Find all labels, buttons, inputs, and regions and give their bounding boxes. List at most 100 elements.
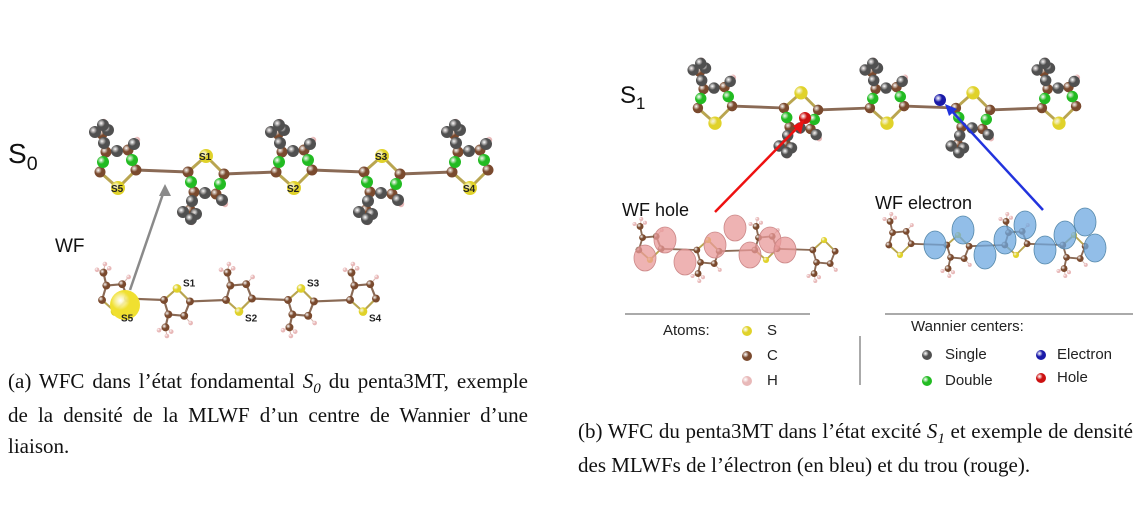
hydrogen-atom <box>701 275 706 280</box>
carbon-atom <box>182 166 194 178</box>
carbon-atom <box>164 310 173 319</box>
carbon-atom <box>276 146 288 158</box>
double-center <box>478 154 490 166</box>
hydrogen-atom <box>967 262 972 267</box>
carbon-atom <box>482 164 494 176</box>
hole-density-lobe <box>703 231 727 259</box>
hydrogen-atom <box>230 266 236 271</box>
carbon-atom <box>710 260 718 268</box>
double-center <box>214 178 226 190</box>
carbon-atom <box>1076 255 1084 263</box>
double-center <box>867 92 879 105</box>
bond <box>988 106 1044 112</box>
hydrogen-atom <box>697 279 702 283</box>
sulfur-atom <box>199 149 213 163</box>
bond <box>730 104 786 110</box>
hydrogen-atom <box>889 212 894 216</box>
carbon-atom <box>698 83 709 95</box>
carbon-atom <box>161 323 170 332</box>
double-center <box>695 92 707 105</box>
molecule-figure-a: S5 S1 S2 S3 S4 S5 S1 S2 S3 S4 <box>89 118 494 339</box>
double-center <box>980 113 992 126</box>
single-center <box>945 140 957 152</box>
carbon-atom <box>886 218 894 225</box>
single-center <box>880 82 892 94</box>
electron-center <box>934 94 946 106</box>
hole-density-lobe <box>723 214 747 242</box>
single-center <box>480 138 492 150</box>
state-label-s0: S0 <box>8 138 38 175</box>
sulfur-atom <box>896 251 904 259</box>
single-center <box>273 119 285 131</box>
state-label-s1: S1 <box>620 82 646 113</box>
electron-arrow <box>948 107 1044 211</box>
single-center <box>782 129 794 142</box>
sulfur-atom <box>234 307 244 316</box>
carbon-atom <box>1002 218 1010 225</box>
hydrogen-atom <box>893 215 898 220</box>
hydrogen-atom <box>156 327 162 333</box>
hydrogen-atom <box>188 320 193 326</box>
hole-density-lobe <box>633 244 657 272</box>
sulfur-label: S4 <box>463 184 476 195</box>
single-center <box>1040 74 1052 87</box>
carbon-atom <box>446 166 458 178</box>
hydrogen-atom <box>632 221 637 226</box>
electron-density-lobe <box>923 230 947 260</box>
legend-hole-dot <box>1036 373 1046 383</box>
wannier-legend-electron: Electron <box>1057 346 1113 363</box>
single-center <box>185 213 197 225</box>
carbon-atom <box>100 146 112 158</box>
atoms-legend-c: C <box>767 347 778 364</box>
single-center <box>859 64 871 76</box>
hydrogen-atom <box>947 274 952 278</box>
hydrogen-atom <box>951 270 956 275</box>
single-center <box>1068 75 1080 88</box>
hydrogen-atom <box>759 220 764 225</box>
double-center <box>722 90 734 103</box>
wf-arrow <box>128 187 167 291</box>
bond <box>188 298 228 303</box>
single-center <box>896 75 908 88</box>
carbon-atom <box>118 280 127 289</box>
carbon-atom <box>1023 240 1031 248</box>
sulfur-atom <box>880 116 894 130</box>
double-center <box>273 156 285 168</box>
carbon-atom <box>188 186 200 198</box>
electron-density-lobe <box>973 240 997 270</box>
carbon-atom <box>1063 253 1070 261</box>
carbon-atom <box>358 166 370 178</box>
wf-arrow-head <box>159 184 171 196</box>
bond <box>816 106 872 112</box>
carbon-atom <box>366 280 375 289</box>
single-center <box>199 187 211 199</box>
single-center <box>177 206 189 218</box>
single-center <box>953 146 965 159</box>
single-center <box>868 74 880 87</box>
carbon-atom <box>864 102 876 114</box>
legend-sulfur-dot <box>742 326 752 336</box>
single-center <box>274 137 286 149</box>
carbon-atom <box>870 83 881 95</box>
carbon-atom <box>960 255 968 263</box>
single-center <box>304 138 316 150</box>
atoms-legend-s: S <box>767 322 778 339</box>
sulfur-atom <box>1012 251 1020 259</box>
single-center <box>287 145 299 157</box>
carbon-atom <box>831 247 839 255</box>
single-center <box>463 145 475 157</box>
carbon-atom <box>242 280 251 289</box>
sulfur-label: S3 <box>375 152 388 163</box>
carbon-atom <box>102 281 111 290</box>
carbon-atom <box>98 296 106 304</box>
caption-a: (a) WFC dans l’état fondamental S0 du pe… <box>8 369 528 458</box>
hydrogen-atom <box>882 216 887 221</box>
inset-sulfur-label: S1 <box>183 278 196 289</box>
sulfur-atom <box>463 181 477 195</box>
bond <box>250 297 290 302</box>
inset-sulfur-label: S3 <box>307 278 320 289</box>
hydrogen-atom <box>288 333 294 339</box>
legend-single-dot <box>922 350 932 360</box>
carbon-atom <box>947 253 954 261</box>
carbon-atom <box>99 268 108 277</box>
